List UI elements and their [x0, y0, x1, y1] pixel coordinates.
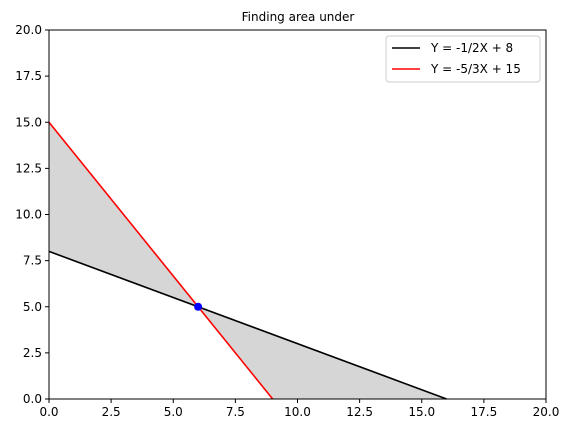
y-tick-label: 12.5 [15, 161, 42, 175]
y-tick-label: 20.0 [15, 23, 42, 37]
x-tick-label: 10.0 [284, 405, 311, 419]
x-tick-label: 20.0 [533, 405, 560, 419]
shaded-regions [49, 122, 447, 399]
y-axis-ticks: 0.0 2.5 5.0 7.5 10.0 12.5 15.0 17.5 20.0 [15, 23, 49, 406]
legend-label: Y = -1/2X + 8 [430, 41, 513, 55]
legend-label: Y = -5/3X + 15 [430, 62, 521, 76]
x-tick-label: 12.5 [346, 405, 373, 419]
x-tick-label: 7.5 [226, 405, 245, 419]
intersection-markers [194, 302, 203, 311]
intersection-point [194, 302, 203, 311]
y-tick-label: 17.5 [15, 69, 42, 83]
chart-title: Finding area under [242, 10, 355, 24]
x-tick-label: 15.0 [408, 405, 435, 419]
series-lines [48, 121, 447, 400]
x-tick-label: 5.0 [164, 405, 183, 419]
x-tick-label: 2.5 [102, 405, 121, 419]
x-tick-label: 0.0 [39, 405, 58, 419]
y-tick-label: 5.0 [23, 300, 42, 314]
y-tick-label: 0.0 [23, 392, 42, 406]
y-tick-label: 7.5 [23, 254, 42, 268]
legend-box [385, 35, 541, 83]
x-axis-ticks: 0.0 2.5 5.0 7.5 10.0 12.5 15.0 17.5 20.0 [39, 399, 559, 419]
legend: Y = -1/2X + 8 Y = -5/3X + 15 [385, 35, 541, 83]
series-line-1 [48, 250, 447, 400]
y-tick-label: 15.0 [15, 115, 42, 129]
y-tick-label: 2.5 [23, 346, 42, 360]
series-line-2 [48, 121, 274, 400]
y-tick-label: 10.0 [15, 208, 42, 222]
x-tick-label: 17.5 [471, 405, 498, 419]
